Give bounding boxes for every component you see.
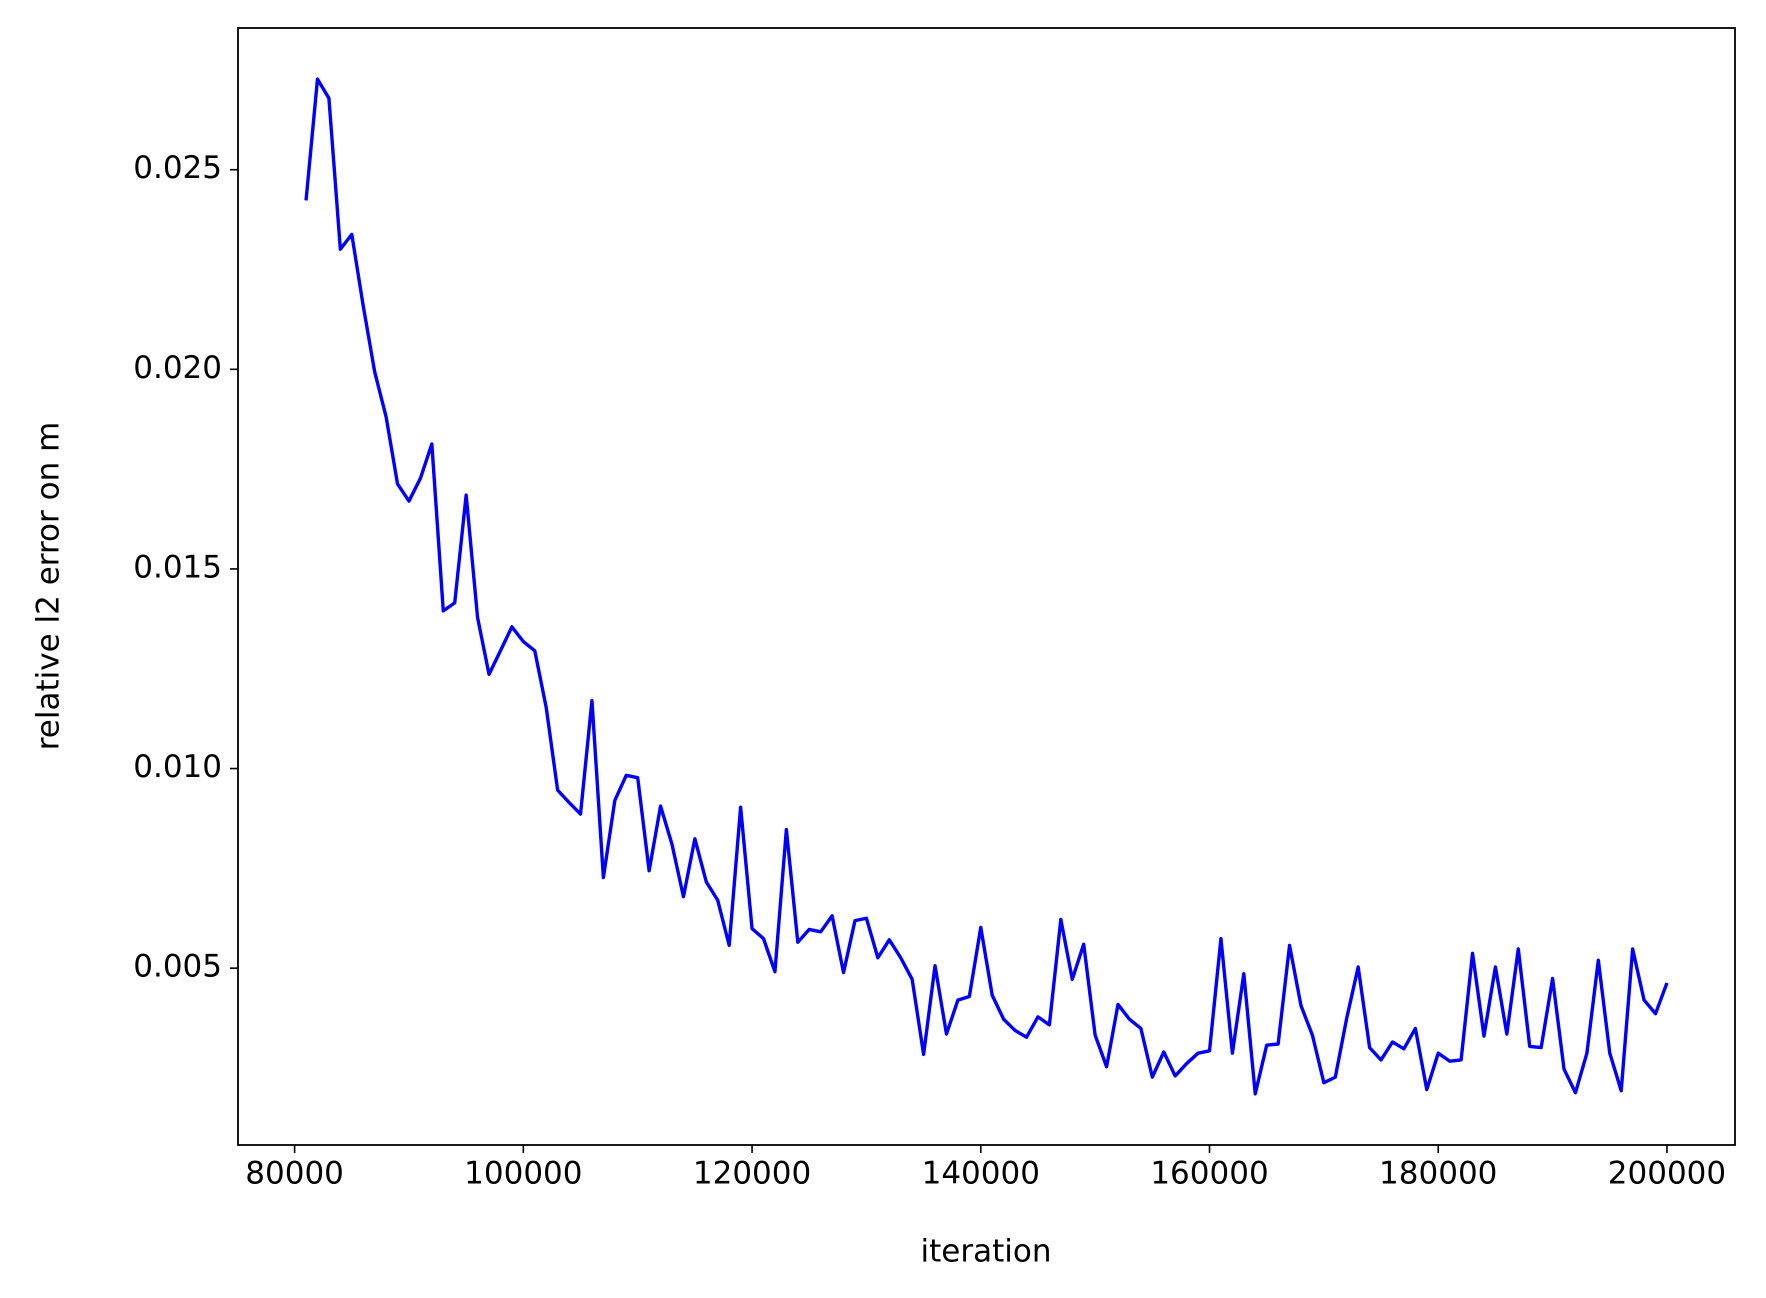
data-line [304, 77, 1669, 1096]
x-axis-label: iteration [921, 1234, 1052, 1270]
y-tick-label: 0.025 [133, 150, 222, 186]
y-tick-label: 0.010 [133, 749, 222, 785]
x-tick-label: 180000 [1379, 1156, 1497, 1192]
x-tick-label: 200000 [1608, 1156, 1726, 1192]
x-tick-label: 120000 [693, 1156, 811, 1192]
x-tick-label: 160000 [1150, 1156, 1268, 1192]
y-tick-label: 0.015 [133, 549, 222, 585]
y-tick-label: 0.020 [133, 350, 222, 386]
x-tick-label: 140000 [922, 1156, 1040, 1192]
x-tick-label: 100000 [464, 1156, 582, 1192]
plot-frame [237, 27, 1736, 1146]
y-tick-label: 0.005 [133, 949, 222, 985]
x-tick-label: 80000 [245, 1156, 344, 1192]
y-axis-label: relative l2 error on m [31, 422, 67, 751]
